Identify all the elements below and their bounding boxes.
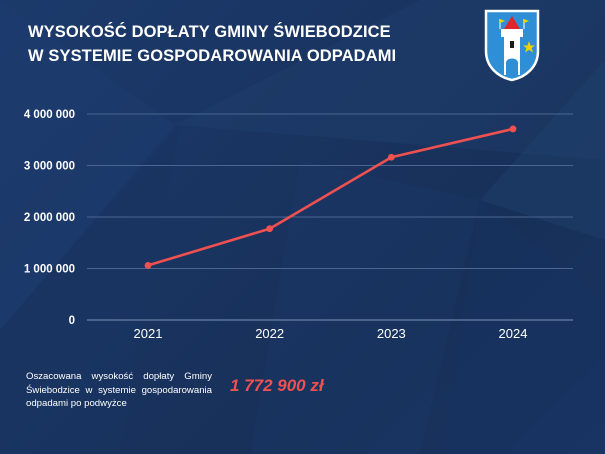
y-tick-label: 2 000 000 [24, 212, 75, 224]
y-tick-label: 1 000 000 [24, 264, 75, 276]
x-axis-ticks: 2021 2022 2023 2024 [134, 326, 528, 341]
series-line [147, 127, 514, 267]
x-tick-label: 2022 [255, 326, 284, 341]
y-tick-label: 3 000 000 [24, 161, 75, 173]
data-point [509, 125, 517, 133]
title-line-1: WYSOKOŚĆ DOPŁATY GMINY ŚWIEBODZICE [28, 23, 391, 41]
x-tick-label: 2023 [377, 326, 406, 341]
footer-amount: 1 772 900 zł [230, 376, 324, 395]
x-tick-label: 2021 [134, 326, 163, 341]
x-tick-label: 2024 [499, 326, 528, 341]
footer-note: Oszacowana wysokość dopłaty Gminy Świebo… [26, 371, 212, 409]
coat-of-arms-icon [484, 9, 540, 82]
grid-lines [87, 113, 573, 321]
series-group [144, 125, 517, 269]
data-point [144, 262, 152, 269]
y-tick-label: 0 [69, 315, 75, 327]
data-point [266, 225, 274, 233]
title-line-2: W SYSTEMIE GOSPODAROWANIA ODPADAMI [28, 47, 397, 65]
data-point [387, 153, 395, 161]
page-title: WYSOKOŚĆ DOPŁATY GMINY ŚWIEBODZICE W SYS… [28, 20, 396, 68]
y-axis-ticks: 0 1 000 000 2 000 000 3 000 000 4 000 000 [24, 109, 75, 327]
y-tick-label: 4 000 000 [24, 109, 75, 121]
